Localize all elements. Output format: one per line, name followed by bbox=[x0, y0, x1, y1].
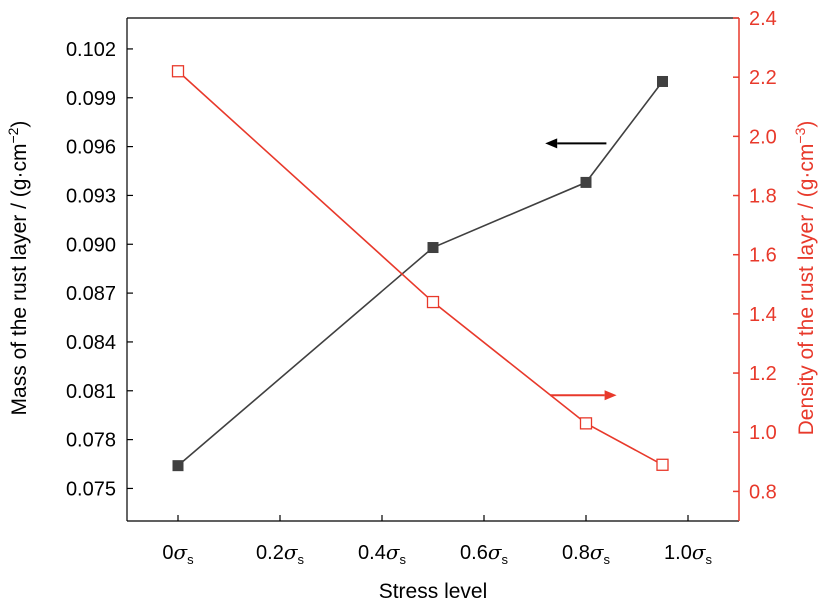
x-axis: 0σs 0.2σs 0.4σs 0.6σs 0.8σs 1.0σs bbox=[162, 515, 712, 567]
left-y-tick-label: 0.075 bbox=[66, 478, 116, 500]
left-y-tick-label: 0.090 bbox=[66, 234, 116, 256]
series-1-line bbox=[178, 71, 663, 465]
x-tick-label: 0.4σs bbox=[358, 540, 406, 567]
series-0-point bbox=[657, 76, 668, 87]
right-y-tick-label: 1.8 bbox=[749, 186, 777, 208]
left-y-axis: 0.075 0.078 0.081 0.084 0.087 0.090 0.093 0.096… bbox=[66, 39, 133, 501]
x-axis-title: Stress level bbox=[379, 580, 488, 603]
right-y-tick-label: 2.4 bbox=[749, 8, 777, 30]
x-tick-label: 1.0σs bbox=[664, 540, 712, 567]
right-y-tick-label: 2.0 bbox=[749, 126, 777, 148]
series-1-point bbox=[428, 297, 439, 308]
plot-frame bbox=[127, 18, 739, 521]
series-1-point bbox=[657, 459, 668, 470]
right-y-tick-label: 2.2 bbox=[749, 67, 777, 89]
x-tick-label: 0.2σs bbox=[256, 540, 304, 567]
right-y-tick-label: 1.0 bbox=[749, 422, 777, 444]
left-y-tick-label: 0.078 bbox=[66, 430, 116, 452]
left-y-tick-label: 0.096 bbox=[66, 137, 116, 159]
arrow-1-head bbox=[605, 390, 617, 400]
series-1-point bbox=[581, 418, 592, 429]
left-y-tick-label: 0.084 bbox=[66, 332, 116, 354]
series-layer bbox=[173, 66, 669, 471]
series-1-point bbox=[173, 66, 184, 77]
x-tick-label: 0.6σs bbox=[460, 540, 508, 567]
series-0-point bbox=[173, 460, 184, 471]
right-y-tick-label: 1.4 bbox=[749, 304, 777, 326]
left-y-tick-label: 0.099 bbox=[66, 88, 116, 110]
left-y-tick-label: 0.102 bbox=[66, 39, 116, 61]
arrow-0-head bbox=[545, 138, 557, 148]
right-y-tick-label: 0.8 bbox=[749, 481, 777, 503]
series-0-line bbox=[178, 81, 663, 465]
right-y-tick-label: 1.6 bbox=[749, 245, 777, 267]
left-y-tick-label: 0.093 bbox=[66, 185, 116, 207]
series-0-point bbox=[581, 177, 592, 188]
x-tick-label: 0σs bbox=[162, 540, 194, 567]
left-y-axis-title: Mass of the rust layer / (g·cm−2) bbox=[5, 121, 31, 416]
left-y-tick-label: 0.087 bbox=[66, 283, 116, 305]
series-0-point bbox=[428, 242, 439, 253]
right-y-tick-label: 1.2 bbox=[749, 363, 777, 385]
right-y-axis-title: Density of the rust layer / (g·cm−3) bbox=[792, 121, 818, 436]
x-tick-label: 0.8σs bbox=[562, 540, 610, 567]
left-y-tick-label: 0.081 bbox=[66, 381, 116, 403]
